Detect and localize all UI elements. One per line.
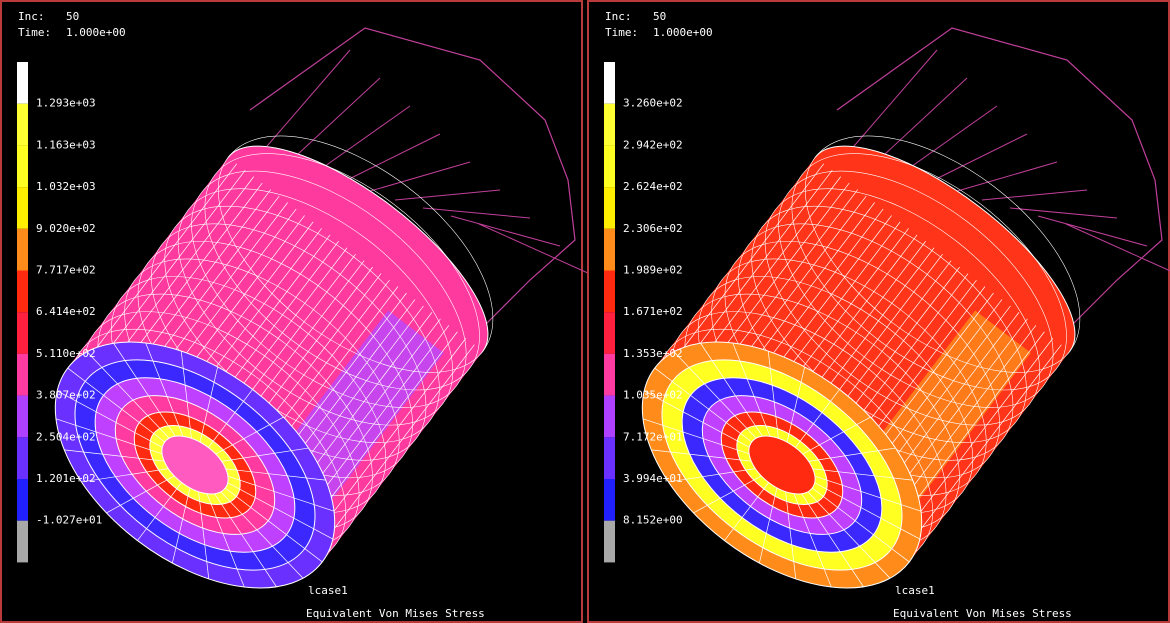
- legend-swatch: [17, 187, 28, 229]
- time-value: 1.000e+00: [653, 26, 713, 39]
- time-label: Time:: [18, 26, 51, 39]
- legend-label: 8.152e+00: [623, 514, 683, 527]
- result-title: Equivalent Von Mises Stress: [306, 607, 485, 620]
- result-title: Equivalent Von Mises Stress: [893, 607, 1072, 620]
- legend-swatch: [17, 396, 28, 438]
- legend-swatch: [17, 271, 28, 313]
- legend-swatch: [17, 229, 28, 271]
- legend-label: 6.414e+02: [36, 305, 96, 318]
- legend-swatch: [17, 145, 28, 187]
- legend-label: 1.201e+02: [36, 472, 96, 485]
- legend-swatch: [604, 187, 615, 229]
- inc-label: Inc:: [18, 10, 45, 23]
- load-case: lcase1: [895, 584, 935, 597]
- viewport-panel: Inc: 50 Time: 1.000e+00 3.260e+02 2.942e+02 2.…: [588, 1, 1170, 623]
- inc-label: Inc:: [605, 10, 632, 23]
- legend-swatch: [17, 354, 28, 396]
- inc-value: 50: [653, 10, 666, 23]
- legend-swatch: [604, 354, 615, 396]
- legend-swatch: [604, 229, 615, 271]
- page: Inc: 50 Time: 1.000e+00 1.293e+03 1.163e+03 1.…: [0, 0, 1170, 623]
- legend-label: 1.671e+02: [623, 305, 683, 318]
- legend-label: 2.624e+02: [623, 180, 683, 193]
- legend-label: 3.260e+02: [623, 97, 683, 110]
- legend-label: 7.172e+01: [623, 430, 683, 443]
- load-case: lcase1: [308, 584, 348, 597]
- legend-label: 3.807e+02: [36, 389, 96, 402]
- legend-swatch: [604, 437, 615, 479]
- legend-label: 2.306e+02: [623, 222, 683, 235]
- time-label: Time:: [605, 26, 638, 39]
- legend-label: 1.163e+03: [36, 138, 96, 151]
- legend-label: 5.110e+02: [36, 347, 96, 360]
- legend-swatch: [604, 271, 615, 313]
- legend-label: 1.989e+02: [623, 264, 683, 277]
- legend-label: 1.293e+03: [36, 97, 96, 110]
- legend-swatch: [604, 479, 615, 521]
- legend-swatch: [604, 312, 615, 354]
- legend-swatch: [17, 479, 28, 521]
- legend-swatch: [17, 521, 28, 563]
- legend-swatch: [17, 62, 28, 104]
- legend-swatch: [604, 521, 615, 563]
- legend-swatch: [604, 104, 615, 146]
- screen: Inc: 50 Time: 1.000e+00 1.293e+03 1.163e+03 1.…: [0, 0, 1170, 623]
- legend-swatch: [17, 437, 28, 479]
- viewport-panel: Inc: 50 Time: 1.000e+00 1.293e+03 1.163e+03 1.…: [1, 1, 590, 623]
- legend-swatch: [17, 312, 28, 354]
- inc-value: 50: [66, 10, 79, 23]
- legend-label: 9.020e+02: [36, 222, 96, 235]
- legend-swatch: [604, 62, 615, 104]
- legend-label: 1.353e+02: [623, 347, 683, 360]
- legend-label: 1.035e+02: [623, 389, 683, 402]
- legend-label: 7.717e+02: [36, 264, 96, 277]
- legend-swatch: [17, 104, 28, 146]
- legend-label: 1.032e+03: [36, 180, 96, 193]
- legend-label: 2.942e+02: [623, 138, 683, 151]
- legend-swatch: [604, 145, 615, 187]
- time-value: 1.000e+00: [66, 26, 126, 39]
- legend-label: 2.504e+02: [36, 430, 96, 443]
- legend-label: 3.994e+01: [623, 472, 683, 485]
- legend-label: -1.027e+01: [36, 514, 102, 527]
- legend-swatch: [604, 396, 615, 438]
